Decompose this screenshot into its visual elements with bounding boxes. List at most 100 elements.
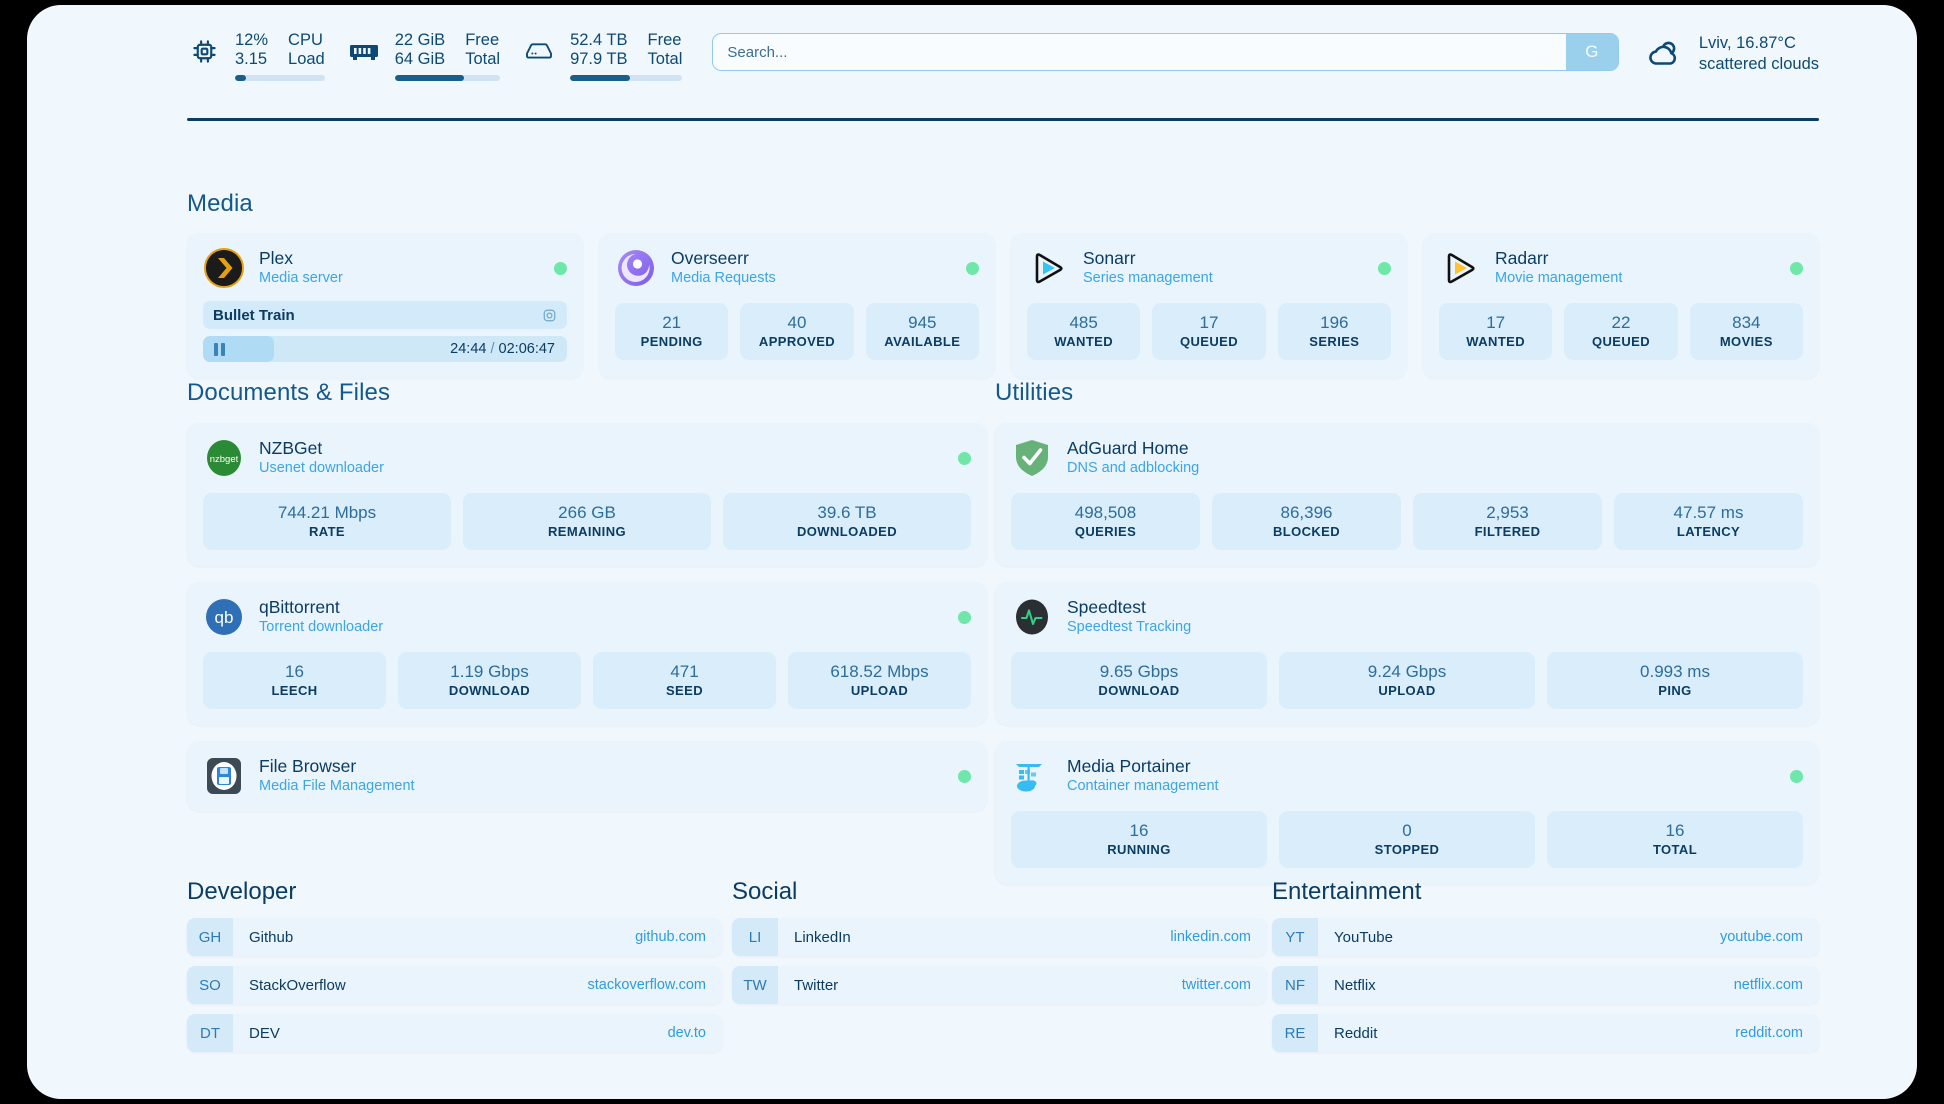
stat-label: UPLOAD: [1378, 683, 1436, 698]
stat-cell: 9.65 Gbps DOWNLOAD: [1011, 652, 1267, 709]
bookmark-item-linkedin[interactable]: LI LinkedIn linkedin.com: [732, 918, 1267, 956]
bookmark-abbr: DT: [187, 1014, 233, 1052]
search-engine-button[interactable]: G: [1565, 34, 1618, 70]
overseerr-logo-icon: [615, 247, 657, 289]
disk-total-label: Total: [647, 50, 683, 68]
plex-now-playing-row[interactable]: Bullet Train: [203, 301, 567, 329]
bookmark-url[interactable]: linkedin.com: [1170, 929, 1251, 945]
card-qbittorrent[interactable]: qb qBittorrent Torrent downloader 16 LEE…: [187, 582, 987, 725]
stat-label: APPROVED: [758, 334, 836, 349]
stat-value: 47.57 ms: [1673, 503, 1744, 522]
qbittorrent-title: qBittorrent: [259, 597, 340, 617]
stat-value: 618.52 Mbps: [830, 662, 929, 681]
filebrowser-subtitle: Media File Management: [259, 778, 415, 794]
bookmark-url[interactable]: reddit.com: [1735, 1025, 1803, 1041]
stat-label: MOVIES: [1719, 334, 1773, 349]
overseerr-status-dot: [966, 261, 979, 275]
bookmark-url[interactable]: stackoverflow.com: [587, 977, 706, 993]
pause-icon[interactable]: [214, 342, 225, 356]
stat-value: 17: [1199, 313, 1219, 332]
memory-widget[interactable]: 22 GiB 64 GiB Free Total: [347, 31, 501, 81]
weather-location: Lviv, 16.87°C: [1698, 34, 1796, 52]
stat-label: QUEUED: [1591, 334, 1650, 349]
stat-value: 9.65 Gbps: [1099, 662, 1179, 681]
stat-value: 0.993 ms: [1640, 662, 1710, 681]
bookmark-group-entertainment: Entertainment YT YouTube youtube.com NF …: [1272, 878, 1819, 1062]
qbittorrent-stats: 16 LEECH 1.19 Gbps DOWNLOAD 471 SEED 618…: [203, 652, 971, 709]
stat-label: FILTERED: [1474, 524, 1541, 539]
stat-cell: 39.6 TB DOWNLOADED: [723, 493, 971, 550]
bookmark-title-developer: Developer: [187, 878, 297, 905]
card-overseerr[interactable]: Overseerr Media Requests 21 PENDING 40 A…: [599, 233, 995, 378]
plex-progress-bar[interactable]: 24:44 / 02:06:47: [203, 336, 567, 362]
bookmark-url[interactable]: dev.to: [667, 1025, 706, 1041]
weather-widget[interactable]: Lviv, 16.87°C scattered clouds: [1643, 33, 1819, 75]
bookmark-item-twitter[interactable]: TW Twitter twitter.com: [732, 966, 1267, 1004]
speedtest-logo-icon: [1011, 596, 1053, 638]
card-radarr[interactable]: Radarr Movie management 17 WANTED 22 QUE…: [1423, 233, 1819, 378]
svg-text:nzbget: nzbget: [210, 454, 239, 465]
bookmark-item-netflix[interactable]: NF Netflix netflix.com: [1272, 966, 1819, 1004]
bookmark-item-github[interactable]: GH Github github.com: [187, 918, 722, 956]
card-speedtest[interactable]: Speedtest Speedtest Tracking 9.65 Gbps D…: [995, 582, 1819, 725]
bookmark-group-social: Social LI LinkedIn linkedin.com TW Twitt…: [732, 878, 1267, 1014]
card-adguard[interactable]: AdGuard Home DNS and adblocking 498,508 …: [995, 423, 1819, 566]
card-sonarr[interactable]: Sonarr Series management 485 WANTED 17 Q…: [1011, 233, 1407, 378]
bookmark-item-youtube[interactable]: YT YouTube youtube.com: [1272, 918, 1819, 956]
bookmark-name: Reddit: [1334, 1024, 1378, 1042]
plex-status-dot: [554, 261, 567, 275]
card-filebrowser[interactable]: File Browser Media File Management: [187, 741, 987, 811]
sonarr-logo-icon: [1027, 247, 1069, 289]
stat-cell: 40 APPROVED: [740, 303, 854, 360]
stat-cell: 17 QUEUED: [1152, 303, 1266, 360]
card-plex[interactable]: Plex Media server Bullet Train: [187, 233, 583, 378]
plex-title: Plex: [259, 248, 294, 268]
bookmark-name: Netflix: [1334, 976, 1376, 994]
overseerr-subtitle: Media Requests: [671, 270, 776, 286]
stat-label: UPLOAD: [850, 683, 909, 698]
stat-value: 471: [670, 662, 699, 681]
sonarr-status-dot: [1378, 261, 1391, 275]
disk-icon: [522, 31, 556, 71]
stat-value: 2,953: [1486, 503, 1529, 522]
bookmark-url[interactable]: twitter.com: [1181, 977, 1251, 993]
bookmark-url[interactable]: youtube.com: [1719, 929, 1803, 945]
stat-label: LATENCY: [1676, 524, 1741, 539]
bookmark-name: DEV: [249, 1024, 280, 1042]
stat-value: 40: [787, 313, 807, 332]
stat-cell: 498,508 QUERIES: [1011, 493, 1200, 550]
speedtest-subtitle: Speedtest Tracking: [1067, 619, 1192, 635]
qbittorrent-subtitle: Torrent downloader: [259, 619, 384, 635]
stat-value: 834: [1732, 313, 1761, 332]
weather-condition: scattered clouds: [1698, 55, 1819, 73]
card-portainer[interactable]: Media Portainer Container management 16 …: [995, 741, 1819, 884]
bookmark-item-stackoverflow[interactable]: SO StackOverflow stackoverflow.com: [187, 966, 722, 1004]
bookmark-abbr: GH: [187, 918, 233, 956]
qbittorrent-logo-icon: qb: [203, 596, 245, 638]
bookmark-name: YouTube: [1334, 928, 1393, 946]
memory-free-value: 22 GiB: [394, 31, 446, 49]
stat-cell: 1.19 Gbps DOWNLOAD: [398, 652, 581, 709]
stat-value: 945: [908, 313, 937, 332]
speedtest-title: Speedtest: [1067, 597, 1146, 617]
disk-widget[interactable]: 52.4 TB 97.9 TB Free Total: [522, 31, 683, 81]
stat-cell: 9.24 Gbps UPLOAD: [1279, 652, 1535, 709]
stat-value: 17: [1486, 313, 1506, 332]
search-input[interactable]: [713, 34, 1566, 70]
disk-free-value: 52.4 TB: [570, 31, 628, 49]
bookmark-name: Twitter: [794, 976, 839, 994]
section-title-utilities: Utilities: [995, 379, 1074, 406]
bookmark-item-reddit[interactable]: RE Reddit reddit.com: [1272, 1014, 1819, 1052]
bookmark-name: LinkedIn: [794, 928, 851, 946]
cpu-widget[interactable]: 12% 3.15 CPU Load: [187, 31, 325, 81]
filebrowser-logo-icon: [203, 755, 245, 797]
plex-settings-icon[interactable]: [542, 308, 557, 323]
card-nzbget[interactable]: nzbget NZBGet Usenet downloader 744.21 M…: [187, 423, 987, 566]
search-box[interactable]: G: [712, 33, 1619, 71]
bookmark-url[interactable]: github.com: [635, 929, 706, 945]
bookmark-item-dev[interactable]: DT DEV dev.to: [187, 1014, 722, 1052]
plex-time: 24:44 / 02:06:47: [450, 341, 555, 357]
bookmark-url[interactable]: netflix.com: [1733, 977, 1803, 993]
stat-cell: 744.21 Mbps RATE: [203, 493, 451, 550]
memory-total-value: 64 GiB: [394, 50, 446, 68]
